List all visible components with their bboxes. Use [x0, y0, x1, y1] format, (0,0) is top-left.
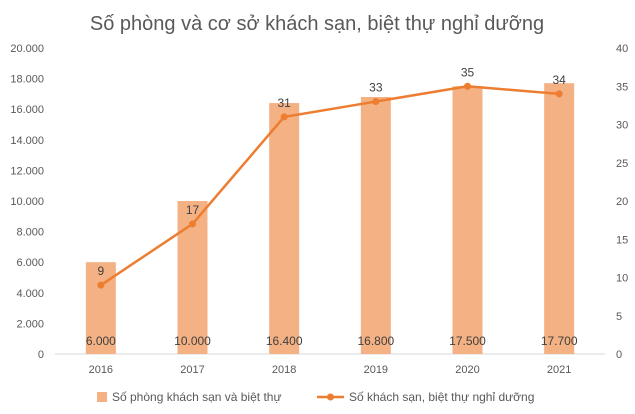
- left-tick-label: 16.000: [10, 104, 44, 116]
- right-tick-label: 15: [616, 234, 628, 246]
- x-tick-label: 2021: [547, 364, 571, 376]
- right-tick-label: 0: [616, 349, 622, 361]
- left-tick-label: 12.000: [10, 165, 44, 177]
- left-tick-label: 6.000: [16, 257, 44, 269]
- bar-data-label: 16.800: [357, 334, 394, 348]
- line-data-label: 17: [186, 203, 200, 217]
- left-tick-label: 18.000: [10, 74, 44, 86]
- bar-2019: [360, 96, 391, 355]
- legend: Số phòng khách sạn và biệt thự Số khách s…: [97, 390, 534, 404]
- x-tick-label: 2020: [455, 364, 479, 376]
- legend-label-line: Số khách sạn, biệt thự nghỉ dưỡng: [349, 390, 534, 404]
- left-tick-label: 8.000: [16, 227, 44, 239]
- line-point-2017: [189, 220, 196, 228]
- line-point-2018: [280, 113, 288, 121]
- legend-marker-line: [327, 393, 334, 401]
- left-axis-ticks: 0 2.000 4.000 6.000 8.000 10.000 12.000 14.000 1…: [10, 43, 44, 361]
- bar-data-label: 17.700: [541, 334, 578, 348]
- right-tick-label: 35: [616, 81, 628, 93]
- line-point-2019: [372, 98, 380, 106]
- line-data-label: 9: [97, 264, 104, 278]
- right-tick-label: 5: [616, 311, 622, 323]
- line-point-2021: [555, 90, 563, 98]
- x-tick-label: 2016: [89, 364, 113, 376]
- line-point-2020: [464, 82, 471, 90]
- right-axis-ticks: 0 5 10 15 20 25 30 35 40: [616, 43, 628, 361]
- line-path: [100, 84, 560, 287]
- x-tick-label: 2018: [272, 364, 296, 376]
- right-tick-label: 20: [616, 196, 628, 208]
- legend-swatch-bar: [97, 392, 107, 402]
- right-tick-label: 30: [616, 120, 628, 132]
- left-tick-label: 4.000: [16, 288, 44, 300]
- right-tick-label: 10: [616, 273, 628, 285]
- left-tick-label: 0: [38, 349, 44, 361]
- bar-series: [85, 83, 575, 355]
- right-tick-label: 40: [616, 43, 628, 55]
- line-data-label: 34: [552, 73, 566, 87]
- line-data-label: 35: [461, 65, 475, 79]
- line-data-label: 31: [277, 96, 291, 110]
- bar-data-label: 6.000: [86, 334, 116, 348]
- bar-data-label: 16.400: [266, 334, 303, 348]
- bar-2018: [269, 103, 300, 354]
- left-tick-label: 14.000: [10, 135, 44, 147]
- bar-data-label: 10.000: [174, 334, 211, 348]
- left-tick-label: 2.000: [16, 318, 44, 330]
- line-series: [97, 82, 563, 289]
- x-tick-label: 2019: [364, 364, 388, 376]
- x-tick-label: 2017: [180, 364, 204, 376]
- left-tick-label: 20.000: [10, 43, 44, 55]
- line-data-label: 33: [369, 81, 383, 95]
- left-tick-label: 10.000: [10, 196, 44, 208]
- line-point-2016: [97, 281, 105, 289]
- legend-label-bar: Số phòng khách sạn và biệt thự: [112, 390, 281, 404]
- line-data-labels: 9 17 31 33 35 34: [97, 65, 566, 278]
- chart-title: Số phòng và cơ sở khách sạn, biệt thự ng…: [90, 13, 544, 35]
- bar-2020: [452, 86, 483, 354]
- bar-data-labels: 6.000 10.000 16.400 16.800 17.500 17.700: [86, 334, 578, 348]
- bar-data-label: 17.500: [449, 334, 486, 348]
- right-tick-label: 25: [616, 158, 628, 170]
- bar-2021: [544, 83, 575, 354]
- x-axis-ticks: 2016 2017 2018 2019 2020 2021: [89, 364, 572, 376]
